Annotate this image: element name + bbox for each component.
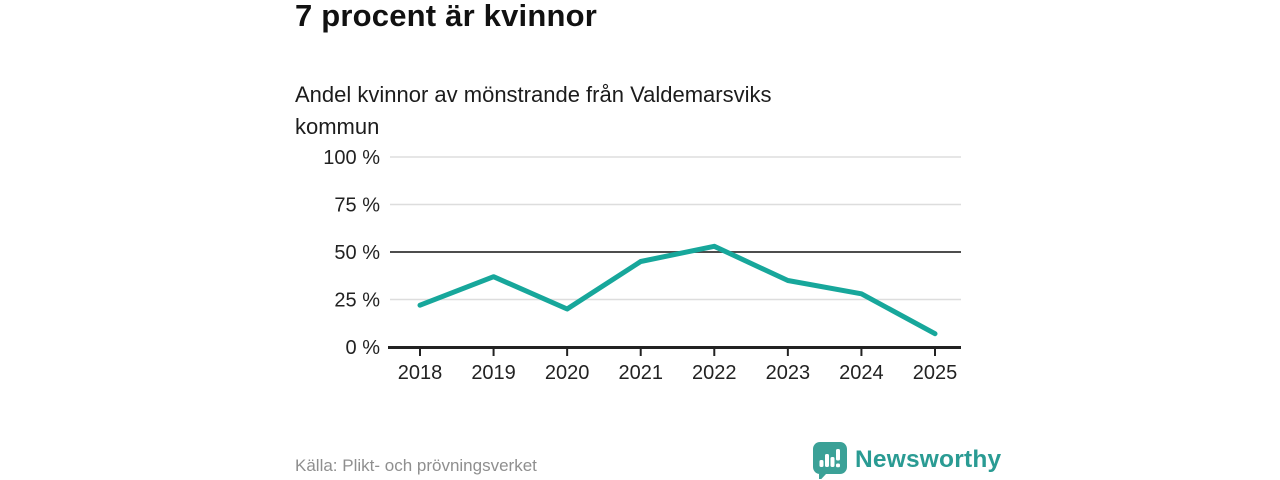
line-chart: 100 % 75 % 50 % 25 % 0 % 2018 2019 2020 2021 2022… xyxy=(323,147,961,384)
y-axis-tick-label: 25 % xyxy=(334,290,380,312)
chart-title: 7 procent är kvinnor xyxy=(295,0,598,33)
x-axis-tick-label: 2023 xyxy=(766,362,811,384)
y-axis-tick-label: 100 % xyxy=(323,147,380,169)
newsworthy-logo-icon xyxy=(813,442,847,479)
x-axis-tick-label: 2020 xyxy=(545,362,590,384)
x-axis-tick-label: 2018 xyxy=(398,362,443,384)
newsworthy-logo-text: Newsworthy xyxy=(855,446,1002,473)
x-axis-tick-label: 2021 xyxy=(618,362,663,384)
source-label: Källa: Plikt- och prövningsverket xyxy=(295,456,537,475)
x-axis-tick-label: 2019 xyxy=(471,362,516,384)
y-axis-tick-label: 75 % xyxy=(334,195,380,217)
x-axis-tick-label: 2022 xyxy=(692,362,737,384)
data-line-andel-kvinnor-av-m-nstrande xyxy=(417,243,938,337)
y-axis-tick-label: 50 % xyxy=(334,242,380,264)
x-axis-tick-label: 2024 xyxy=(839,362,884,384)
newsworthy-logo: Newsworthy xyxy=(812,441,1001,479)
y-axis-tick-label: 0 % xyxy=(346,337,381,359)
x-axis-tick-label: 2025 xyxy=(913,362,958,384)
chart-subtitle: Andel kvinnor av mönstrande från Valdema… xyxy=(295,82,772,139)
